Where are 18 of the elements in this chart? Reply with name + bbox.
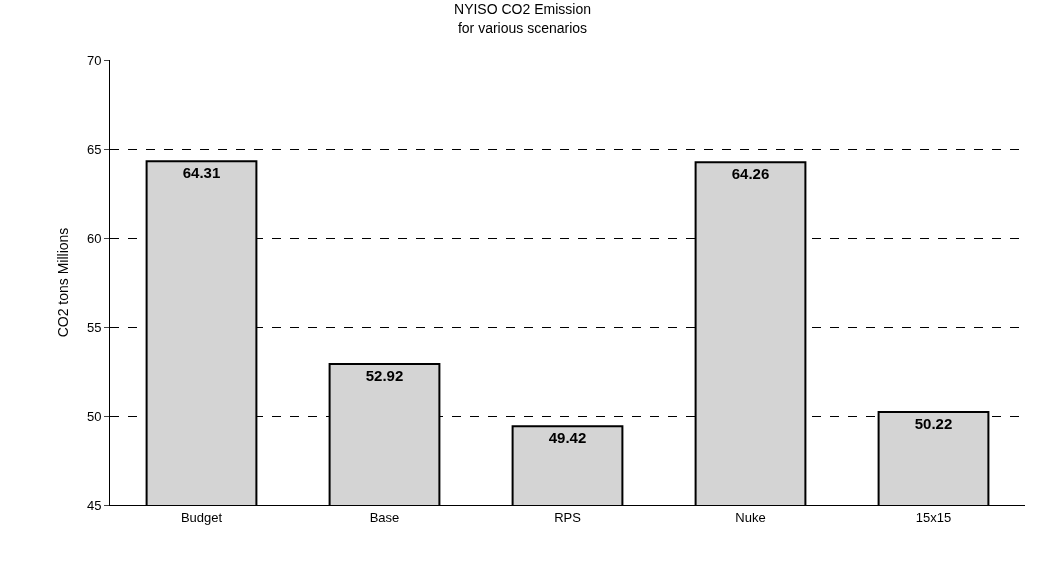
data-label: 50.22 (914, 415, 953, 433)
x-tick-label: Base (369, 509, 400, 525)
chart-title: NYISO CO2 Emission for various scenarios (454, 1, 591, 36)
y-tick-label: 70 (86, 52, 102, 68)
y-tick-label: 50 (86, 408, 102, 424)
y-axis-title: CO2 tons Millions (54, 227, 71, 338)
data-label: 52.92 (365, 367, 404, 385)
x-tick-label: Budget (180, 509, 223, 525)
data-label: 64.31 (182, 164, 221, 182)
y-tick-label: 55 (86, 319, 102, 335)
x-tick-label: 15x15 (915, 509, 952, 525)
data-label: 49.42 (548, 429, 587, 447)
y-tick-label: 65 (86, 141, 102, 157)
x-tick-label: RPS (554, 509, 582, 525)
data-label: 64.26 (731, 165, 770, 183)
x-tick-label: Nuke (735, 509, 766, 525)
y-tick-label: 45 (86, 497, 102, 513)
y-tick-label: 60 (86, 230, 102, 246)
